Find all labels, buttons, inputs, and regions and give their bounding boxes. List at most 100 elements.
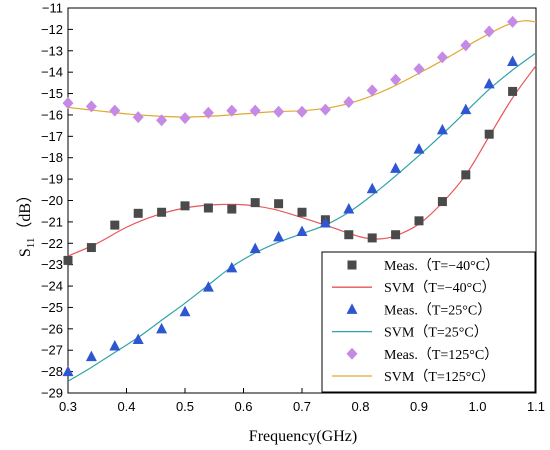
data-point [86, 243, 96, 253]
x-tick-label: 0.3 [59, 399, 77, 414]
data-point [85, 350, 97, 362]
data-point [109, 339, 121, 351]
data-point [249, 104, 261, 117]
legend-marker-symbol [346, 347, 358, 360]
data-point [483, 77, 495, 89]
x-tick-label: 0.5 [176, 399, 194, 414]
data-point [274, 199, 284, 209]
data-point [202, 106, 214, 119]
data-point [413, 62, 425, 75]
data-point [62, 365, 74, 377]
data-point [390, 73, 402, 86]
legend-entry-label: Meas.（T=25°C） [384, 302, 491, 318]
y-tick-label: −15 [41, 86, 63, 101]
data-point [343, 203, 355, 214]
x-tick-label: 0.6 [234, 399, 252, 414]
y-tick-label: −16 [41, 107, 63, 122]
y-tick-label: −14 [41, 65, 63, 80]
x-axis-label: Frequency(GHz) [249, 428, 357, 445]
data-point [296, 105, 308, 118]
data-point [180, 201, 190, 211]
y-tick-label: −22 [41, 236, 63, 251]
y-tick-label: −21 [41, 214, 63, 229]
data-point [296, 225, 308, 237]
data-point [249, 242, 261, 254]
data-point [460, 103, 472, 115]
data-point [367, 233, 377, 243]
y-tick-label: −29 [41, 386, 63, 401]
y-tick-label: −19 [41, 172, 63, 187]
data-point [132, 111, 144, 124]
data-point [109, 104, 121, 117]
data-point [436, 123, 448, 135]
data-point [413, 143, 425, 154]
data-point [226, 261, 238, 273]
data-point [390, 162, 402, 173]
data-point [110, 220, 120, 230]
legend-entry-label: Meas.（T=125°C） [384, 347, 498, 363]
data-point [319, 103, 331, 116]
data-point [179, 112, 191, 125]
data-point [273, 230, 285, 242]
data-point [414, 216, 424, 226]
x-axis: 0.3 0.4 0.5 0.6 0.7 0.8 0.9 1.0 1.1 [59, 388, 545, 414]
data-point [344, 230, 354, 240]
y-tick-label: −25 [41, 300, 63, 315]
x-tick-label: 0.8 [351, 399, 369, 414]
y-tick-label: −24 [41, 279, 63, 294]
data-point [133, 208, 143, 218]
data-point [203, 203, 213, 213]
data-point [437, 197, 447, 207]
data-point [132, 333, 144, 345]
y-axis-label-unit: （dB） [16, 187, 34, 238]
y-tick-label: −12 [41, 22, 63, 37]
data-point [391, 230, 401, 240]
data-point [85, 100, 97, 113]
data-point [63, 255, 73, 265]
y-tick-label: −26 [41, 321, 63, 336]
data-point [507, 55, 519, 66]
data-point [250, 198, 260, 208]
data-point [157, 207, 167, 217]
data-point [179, 305, 191, 317]
data-point [366, 84, 378, 97]
data-point [202, 281, 214, 292]
data-point [507, 15, 519, 28]
data-point [436, 51, 448, 64]
data-point [508, 86, 518, 96]
x-tick-label: 0.7 [293, 399, 311, 414]
y-tick-label: −23 [41, 257, 63, 272]
x-tick-label: 0.4 [117, 399, 135, 414]
y-tick-label: −18 [41, 150, 63, 165]
y-axis-label-main: S [17, 248, 34, 257]
data-point [483, 25, 495, 38]
data-point [273, 105, 285, 118]
y-tick-label: −20 [41, 193, 63, 208]
legend-entry-label: SVM（T=25°C） [384, 325, 488, 341]
data-point [319, 216, 331, 228]
data-point [297, 207, 307, 217]
data-point [460, 39, 472, 52]
y-tick-label: −27 [41, 343, 63, 358]
data-point [156, 322, 168, 334]
x-tick-label: 1.0 [468, 399, 486, 414]
legend-marker-symbol [346, 303, 358, 314]
series-layer [62, 15, 537, 382]
y-axis-label: S11（dB） [16, 187, 37, 257]
y-tick-label: −13 [41, 43, 63, 58]
y-axis-label-subscript: 11 [25, 238, 37, 249]
data-point [484, 129, 494, 139]
legend-entry-label: SVM（T=125°C） [384, 369, 495, 385]
data-point [156, 114, 168, 127]
x-tick-label: 1.1 [527, 399, 545, 414]
legend-entry-label: SVM（T=−40°C） [384, 280, 496, 296]
y-tick-label: −17 [41, 129, 63, 144]
data-point [461, 170, 471, 180]
series-line-2 [67, 20, 537, 118]
y-tick-label: −28 [41, 364, 63, 379]
legend-entry-label: Meas.（T=−40°C） [384, 258, 499, 274]
y-axis: −29 −28 −27 −26 −25 −24 −23 −22 −21 −20 −19 −18 −17 −… [41, 1, 73, 401]
legend: Meas.（T=−40°C） SVM（T=−40°C） Meas.（T=25°C） S… [321, 251, 536, 393]
data-point [227, 204, 237, 214]
